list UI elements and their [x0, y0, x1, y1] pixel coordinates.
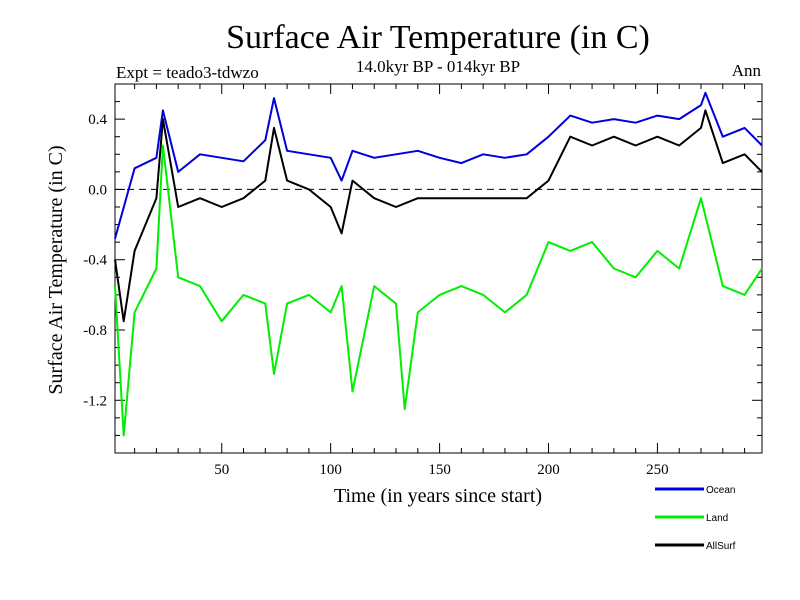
x-tick-label: 50	[214, 462, 229, 478]
legend-label-land: Land	[706, 513, 728, 524]
y-tick-label: 0.4	[88, 112, 107, 128]
legend-label-allsurf: AllSurf	[706, 541, 736, 552]
y-tick-label: -0.4	[83, 253, 107, 269]
y-tick-label: -0.8	[83, 323, 107, 339]
period-label: Ann	[732, 61, 762, 80]
series-line-land	[114, 144, 763, 437]
series-line-allsurf	[114, 109, 763, 323]
chart-title: Surface Air Temperature (in C)	[226, 19, 650, 56]
y-tick-label: 0.0	[88, 182, 107, 198]
series-line-ocean	[114, 91, 763, 239]
y-axis-label: Surface Air Temperature (in C)	[45, 145, 67, 394]
series-lines	[114, 91, 763, 437]
x-axis-label: Time (in years since start)	[334, 485, 542, 507]
x-tick-label: 150	[428, 462, 451, 478]
y-tick-label: -1.2	[83, 393, 107, 409]
chart-subtitle: 14.0kyr BP - 014kyr BP	[356, 57, 520, 76]
x-tick-label: 250	[646, 462, 669, 478]
x-tick-label: 200	[537, 462, 560, 478]
x-tick-label: 100	[319, 462, 342, 478]
experiment-label: Expt = teado3-tdwzo	[116, 63, 259, 82]
axis-ticks: 50 100 150 200 250 0.4 0.0 -0.4 -0.8 -1.2	[83, 84, 762, 478]
legend: Ocean Land AllSurf	[655, 485, 736, 552]
legend-label-ocean: Ocean	[706, 485, 735, 496]
